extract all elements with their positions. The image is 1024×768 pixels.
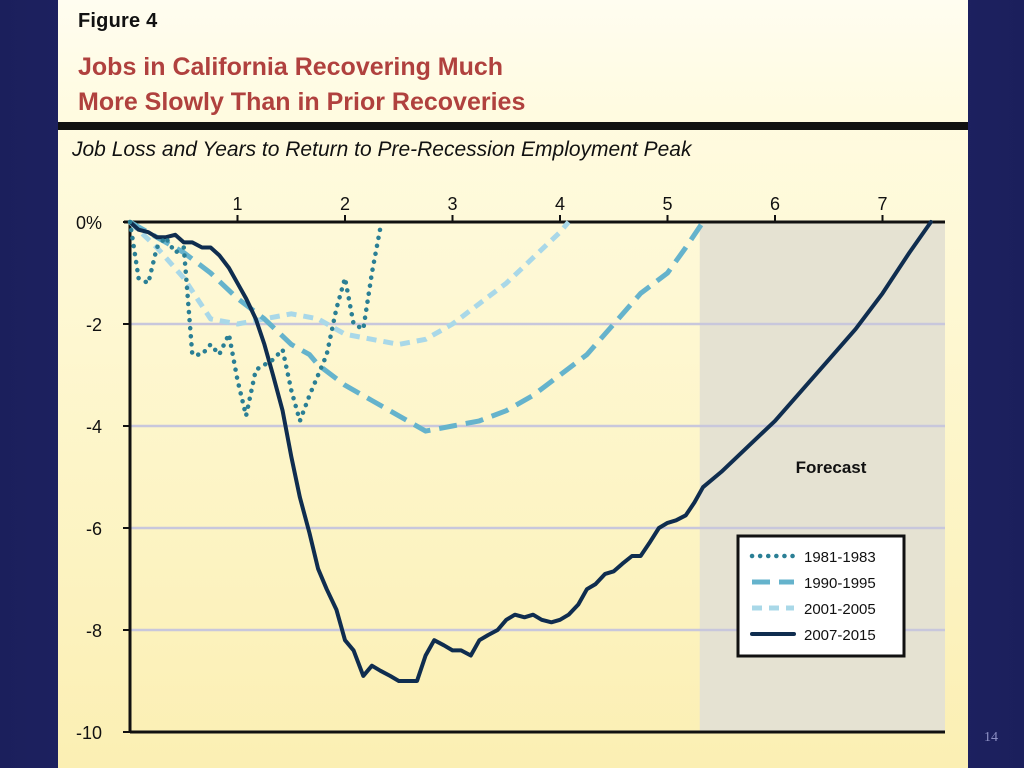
legend-label: 1981-1983 [804, 549, 876, 566]
forecast-label: Forecast [796, 458, 867, 477]
x-tick-label: 6 [770, 194, 780, 214]
series-line-1981-1983 [127, 219, 383, 424]
x-tick-label: 5 [662, 194, 672, 214]
y-tick-label: -2 [86, 315, 102, 335]
legend-label: 2001-2005 [804, 601, 876, 618]
series-line-2007-2015 [128, 220, 933, 683]
figure-title: Jobs in California Recovering Much More … [78, 50, 778, 120]
page-number: 14 [984, 730, 998, 745]
x-tick-label: 4 [555, 194, 565, 214]
y-tick-label: -6 [86, 519, 102, 539]
title-divider [58, 122, 968, 130]
legend-label: 2007-2015 [804, 627, 876, 644]
y-tick-label: -8 [86, 621, 102, 641]
series-line-2001-2005 [128, 220, 571, 347]
x-tick-label: 3 [447, 194, 457, 214]
y-tick-label: 0% [76, 213, 102, 233]
figure-title-line-1: Jobs in California Recovering Much [78, 53, 504, 81]
chart-subtitle: Job Loss and Years to Return to Pre-Rece… [72, 138, 692, 161]
x-tick-label: 7 [877, 194, 887, 214]
legend-label: 1990-1995 [804, 575, 876, 592]
x-tick-label: 2 [340, 194, 350, 214]
figure-title-line-2: More Slowly Than in Prior Recoveries [78, 88, 526, 116]
x-tick-label: 1 [232, 194, 242, 214]
y-tick-label: -4 [86, 417, 102, 437]
figure-label: Figure 4 [78, 10, 158, 32]
y-tick-label: -10 [76, 723, 102, 743]
